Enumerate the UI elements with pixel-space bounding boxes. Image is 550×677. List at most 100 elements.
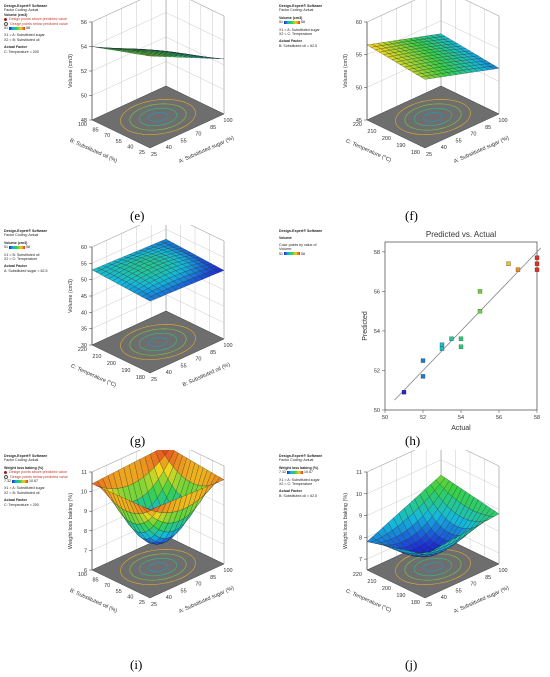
- z-tick-label: 50: [356, 85, 362, 91]
- caption-f: (f): [405, 208, 418, 223]
- data-point: [449, 336, 454, 341]
- contour-line: [129, 103, 187, 131]
- x-tick-label: 85: [210, 575, 216, 581]
- actual-factor: A: Substituted sugar = 62.5: [4, 268, 48, 273]
- y-tick-label: 220: [353, 572, 362, 578]
- data-point: [439, 346, 445, 351]
- x-axis-label: A: Substituted sugar (%): [178, 585, 235, 615]
- x2-factor: X2 = B: Substituted oil: [4, 490, 40, 495]
- z-axis-label: Weight loss baking (%): [68, 493, 74, 549]
- factor-coding: Factor Coding: Actual: [279, 8, 314, 13]
- x-axis-label: A: Substituted sugar (%): [178, 135, 235, 165]
- fit-line: [394, 247, 542, 401]
- data-point: [458, 344, 464, 349]
- surface-plot-e: 48 50 52 54 56 Volume (cm3) 25 40 55 70 85 100 A: Su…: [68, 0, 235, 165]
- panel-j: Design-Expert® Software Factor Coding: A…: [275, 450, 550, 677]
- x-tick-label: 70: [195, 582, 201, 588]
- y-tick-label: 40: [127, 594, 133, 600]
- wall-grid-line: [366, 450, 500, 473]
- software-label: Design-Expert® Software: [4, 454, 48, 458]
- contour-line: [148, 112, 168, 122]
- x-tick-label: 25: [426, 152, 432, 158]
- y-tick-label: 70: [104, 583, 110, 589]
- z-axis-label: Volume (cm3): [68, 279, 74, 313]
- panel-f: Design-Expert® Software Factor Coding: A…: [275, 0, 550, 225]
- x-tick-label: 55: [181, 588, 187, 594]
- response-label: Volume (cm3): [279, 15, 303, 20]
- data-point: [420, 358, 426, 363]
- y-axis-label: C: Temperature (°C): [70, 363, 118, 389]
- wall-grid-line: [366, 0, 500, 23]
- surface-mesh: [91, 238, 225, 302]
- colormap-bar: [284, 20, 300, 24]
- z-tick-label: 60: [81, 245, 87, 251]
- z-tick-label: 10: [356, 492, 362, 498]
- color-range: 51 58: [279, 251, 305, 256]
- response-label: Volume (cm3): [4, 12, 28, 17]
- z-axis-label: Volume (cm3): [68, 54, 74, 88]
- z-tick-label: 40: [81, 310, 87, 316]
- actual-factor: C: Temperature = 200: [4, 49, 39, 54]
- x-tick-label: 85: [210, 350, 216, 356]
- y-axis-label: C: Temperature (°C): [345, 588, 393, 614]
- plot-frame: [384, 241, 538, 411]
- data-point: [515, 267, 521, 272]
- actual-factor-title: Actual Factor: [4, 498, 27, 503]
- panel-e: Design-Expert® Software Factor Coding: A…: [0, 0, 275, 225]
- y-tick-label: 55: [116, 139, 122, 145]
- contour-line: [129, 553, 187, 581]
- x-tick-label: 25: [426, 602, 432, 608]
- x-tick-label: 100: [223, 118, 232, 124]
- surface-mesh: [366, 33, 500, 80]
- actual-factor-title: Actual Factor: [4, 264, 27, 269]
- x-tick-label: 100: [223, 568, 232, 574]
- response-label: Volume (cm3): [4, 240, 28, 245]
- x2-factor: X2 = C: Temperature: [279, 482, 313, 487]
- open-dot-icon: [4, 474, 9, 479]
- x1-factor: X1 = A: Substituted sugar: [4, 486, 45, 491]
- actual-factor: C: Temperature = 200: [4, 502, 39, 507]
- x-tick-label: 52: [420, 415, 426, 421]
- x-tick-label: 70: [470, 582, 476, 588]
- y-tick-label: 58: [374, 250, 380, 256]
- y-tick-label: 52: [374, 368, 380, 374]
- z-tick-label: 6: [84, 568, 87, 574]
- x-tick-label: 40: [166, 595, 172, 601]
- chart-header: Design-Expert® Software Volume Color poi…: [279, 229, 323, 256]
- z-tick-label: 8: [84, 529, 87, 535]
- color-range: 51 58: [4, 26, 30, 31]
- y-axis-label: C: Temperature (°C): [345, 138, 393, 164]
- software-label: Design-Expert® Software: [279, 229, 323, 233]
- red-dot-icon: [4, 17, 7, 21]
- y-tick-label: 50: [374, 408, 380, 414]
- actual-factor-title: Actual Factor: [279, 39, 302, 44]
- x1-factor: X1 = A: Substituted sugar: [279, 27, 320, 32]
- y-tick-label: 85: [92, 578, 98, 584]
- z-tick-label: 60: [356, 20, 362, 26]
- x-tick-label: 85: [485, 125, 491, 131]
- x1-factor: X1 = B: Substituted oil: [4, 252, 40, 257]
- red-dot-icon: [4, 470, 7, 474]
- design-point-above: Design points above predicted value: [4, 17, 68, 21]
- contour-line: [413, 557, 453, 577]
- panel-h: Design-Expert® Software Volume Color poi…: [275, 225, 550, 450]
- contour-line: [423, 562, 443, 572]
- y-tick-label: 70: [104, 133, 110, 139]
- x2-factor: X2 = C: Temperature: [4, 257, 38, 262]
- y-axis-label: B: Substituted oil (%): [69, 588, 119, 614]
- caption-i: (i): [130, 657, 143, 672]
- contour-line: [413, 107, 453, 127]
- surface-plot-j: 7 8 9 10 11 Weight loss baking (%) 25 40 55 70 85 1…: [343, 450, 510, 615]
- y-tick-label: 85: [92, 128, 98, 134]
- chart-title: Predicted vs. Actual: [426, 230, 496, 239]
- z-tick-label: 7: [359, 557, 362, 563]
- y-tick-label: 200: [382, 136, 391, 142]
- wall-grid-line: [91, 225, 225, 248]
- data-point: [534, 267, 540, 272]
- contour-line: [148, 562, 168, 572]
- z-tick-label: 55: [356, 53, 362, 59]
- z-tick-label: 9: [84, 509, 87, 515]
- y-axis-label: Predicted: [362, 311, 369, 341]
- chart-header: Design-Expert® Software Factor Coding: A…: [4, 4, 68, 54]
- surface-cell: [420, 75, 431, 80]
